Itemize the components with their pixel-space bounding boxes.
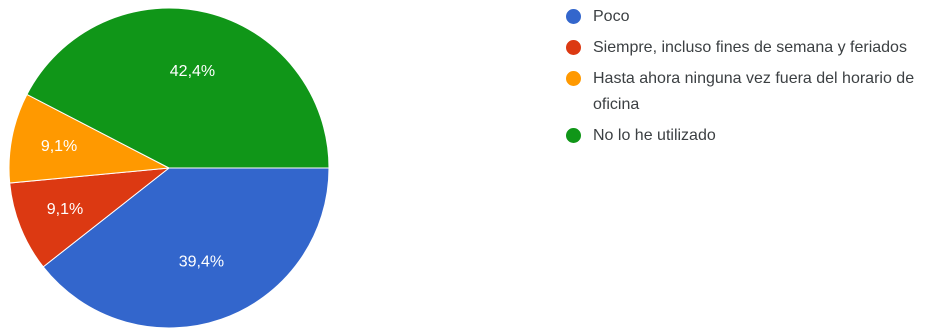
pie-slice-hasta-ahora-ninguna-vez-fuera-[interactable] bbox=[8, 93, 171, 184]
pie-slice-label-no-lo-he-utilizado: 42,4% bbox=[170, 63, 215, 80]
legend-label-ninguna-vez: Hasta ahora ninguna vez fuera del horari… bbox=[593, 70, 915, 113]
legend-item-ninguna-vez[interactable]: Hasta ahora ninguna vez fuera del horari… bbox=[566, 66, 938, 118]
legend-item-poco[interactable]: Poco bbox=[566, 4, 938, 30]
legend-item-siempre[interactable]: Siempre, incluso fines de semana y feria… bbox=[566, 35, 938, 61]
legend-swatch-no-utilizado bbox=[566, 128, 581, 143]
legend-swatch-poco bbox=[566, 9, 581, 24]
legend-label-no-utilizado: No lo he utilizado bbox=[593, 127, 716, 144]
legend-item-no-utilizado[interactable]: No lo he utilizado bbox=[566, 123, 938, 149]
pie-slice-label-hasta-ahora-ninguna-vez-fuera-: 9,1% bbox=[41, 138, 77, 155]
pie-slice-no-lo-he-utilizado[interactable] bbox=[26, 7, 330, 169]
pie-slice-label-poco: 39,4% bbox=[179, 253, 224, 270]
pie-slice-label-siempre-incluso-fines-de-seman: 9,1% bbox=[47, 201, 83, 218]
legend-label-poco: Poco bbox=[593, 8, 630, 25]
pie-chart: 39,4% 9,1% 9,1% 42,4% bbox=[8, 7, 330, 329]
legend-label-siempre: Siempre, incluso fines de semana y feria… bbox=[593, 39, 907, 56]
legend-swatch-ninguna-vez bbox=[566, 71, 581, 86]
legend: Poco Siempre, incluso fines de semana y … bbox=[566, 4, 938, 154]
legend-swatch-siempre bbox=[566, 40, 581, 55]
pie-slice-poco[interactable] bbox=[42, 167, 330, 329]
pie-slice-siempre-incluso-fines-de-seman[interactable] bbox=[9, 167, 171, 268]
